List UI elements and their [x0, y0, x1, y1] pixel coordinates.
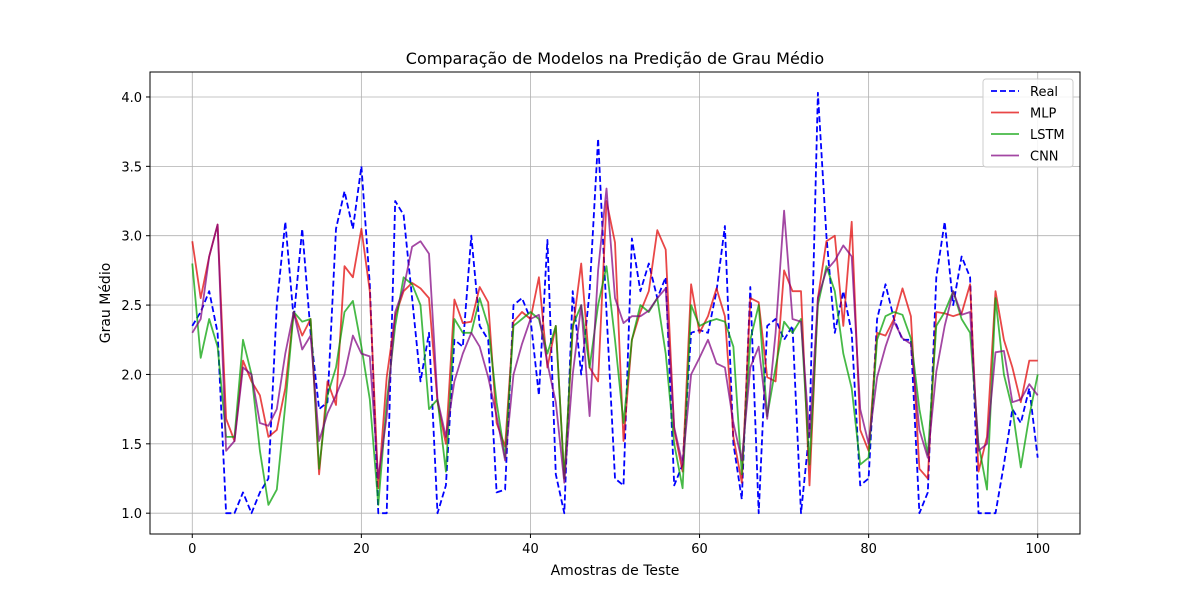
x-tick-label: 80 [860, 542, 877, 557]
legend: Real MLP LSTM CNN [982, 78, 1074, 168]
x-tick-label: 20 [353, 542, 370, 557]
series-lines [191, 91, 1039, 515]
y-axis-label: Grau Médio [98, 263, 114, 344]
legend-label-lstm: LSTM [1030, 128, 1065, 143]
plot-frame [149, 71, 1081, 535]
x-tick-label: 40 [522, 542, 539, 557]
legend-label-real: Real [1030, 85, 1058, 100]
x-axis-label: Amostras de Teste [551, 563, 680, 579]
series-line-cnn [191, 187, 1039, 484]
y-tick-label: 2.0 [121, 368, 142, 383]
legend-label-mlp: MLP [1030, 107, 1056, 122]
series-line-mlp [191, 200, 1038, 490]
legend-box [982, 78, 1074, 168]
x-tick-label: 60 [691, 542, 708, 557]
y-tick-label: 4.0 [121, 91, 142, 106]
legend-label-cnn: CNN [1030, 150, 1059, 165]
y-tick-label: 1.5 [121, 438, 142, 453]
series-line-lstm [191, 263, 1039, 506]
y-tick-label: 3.0 [121, 230, 142, 245]
y-tick-label: 2.5 [121, 299, 142, 314]
grid [150, 72, 1080, 534]
y-tick-label: 1.0 [121, 507, 142, 522]
x-tick-label: 100 [1025, 542, 1050, 557]
axis-ticks: 0 20 40 60 80 100 1.0 1.5 2.0 2.5 3.0 3.5 4.0 [121, 91, 1050, 557]
y-tick-label: 3.5 [121, 160, 142, 175]
chart-title: Comparação de Modelos na Predição de Gra… [406, 49, 824, 68]
x-tick-label: 0 [188, 542, 196, 557]
